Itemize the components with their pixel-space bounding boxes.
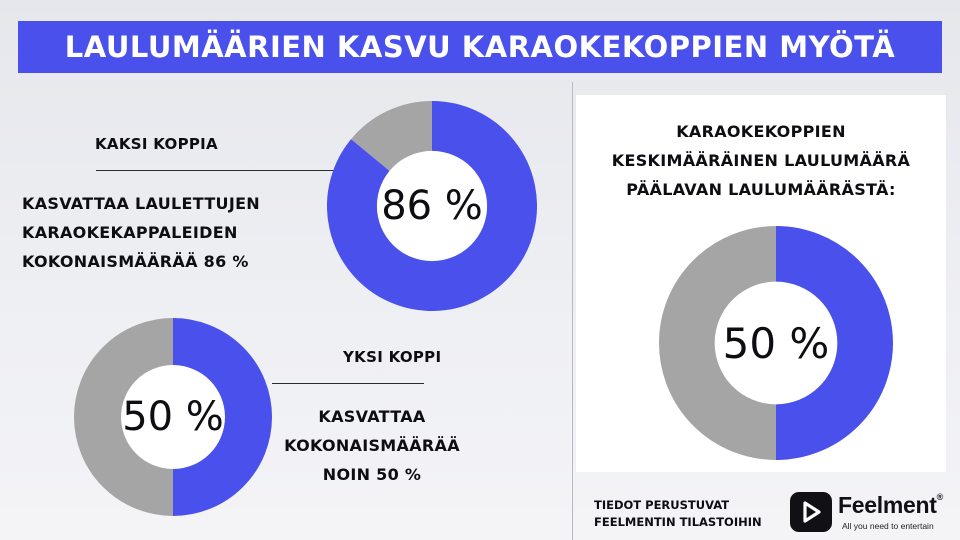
one-booth-description: KASVATTAA KOKONAISMÄÄRÄÄ NOIN 50 % — [282, 402, 462, 489]
brand-name-text: Feelment — [838, 492, 937, 518]
average-panel-title-line: KARAOKEKOPPIEN — [676, 122, 846, 141]
donut-hole — [121, 365, 225, 469]
donut-svg — [659, 226, 893, 460]
donut-slice-value — [327, 101, 537, 311]
play-icon — [790, 492, 832, 532]
source-note-line: TIEDOT PERUSTUVAT — [594, 498, 730, 512]
two-booths-heading: KAKSI KOPPIA — [95, 135, 218, 153]
page-title: LAULUMÄÄRIEN KASVU KARAOKEKOPPIEN MYÖTÄ — [64, 30, 896, 64]
donut-slice-value — [775, 226, 893, 460]
donut-hole — [714, 281, 838, 405]
one-booth-description-line: KOKONAISMÄÄRÄÄ — [284, 436, 460, 455]
donut-slice-value — [172, 318, 272, 516]
donut-slice-remainder — [659, 226, 777, 460]
donut-slice-remainder — [74, 318, 174, 516]
donut-slice-remainder — [351, 101, 434, 172]
title-bar: LAULUMÄÄRIEN KASVU KARAOKEKOPPIEN MYÖTÄ — [18, 21, 942, 73]
two-booths-description-line: KASVATTAA LAULETTUJEN — [22, 194, 260, 213]
source-note-line: FEELMENTIN TILASTOIHIN — [594, 515, 762, 529]
source-note: TIEDOT PERUSTUVAT FEELMENTIN TILASTOIHIN — [594, 497, 762, 531]
donut-chart-one-booth: 50 % — [74, 318, 272, 516]
average-panel-title-line: PÄÄLAVAN LAULUMÄÄRÄSTÄ: — [626, 180, 896, 199]
donut-svg — [327, 101, 537, 311]
donut-chart-average: 50 % — [659, 226, 893, 460]
one-booth-description-line: KASVATTAA — [318, 407, 426, 426]
two-booths-description-line: KARAOKEKAPPALEIDEN — [22, 223, 238, 242]
one-booth-heading: YKSI KOPPI — [343, 348, 442, 366]
donut-chart-two-booths: 86 % — [327, 101, 537, 311]
donut-hole — [376, 150, 488, 262]
donut-value-label: 50 % — [122, 394, 224, 440]
one-booth-description-line: NOIN 50 % — [322, 465, 422, 484]
brand-logo: Feelment® All you need to entertain — [790, 490, 950, 536]
brand-name: Feelment® — [838, 492, 943, 519]
donut-svg — [74, 318, 272, 516]
two-booths-description: KASVATTAA LAULETTUJEN KARAOKEKAPPALEIDEN… — [22, 189, 260, 276]
average-panel-title-line: KESKIMÄÄRÄINEN LAULUMÄÄRÄ — [611, 151, 911, 170]
brand-tagline: All you need to entertain — [842, 521, 934, 531]
trademark-mark: ® — [936, 492, 944, 502]
average-panel-title: KARAOKEKOPPIEN KESKIMÄÄRÄINEN LAULUMÄÄRÄ… — [576, 117, 946, 204]
donut-value-label: 50 % — [722, 318, 830, 368]
one-booth-connector — [272, 383, 424, 384]
two-booths-connector — [96, 170, 356, 171]
section-divider — [572, 82, 573, 540]
two-booths-description-line: KOKONAISMÄÄRÄÄ 86 % — [22, 252, 249, 271]
donut-value-label: 86 % — [381, 183, 483, 229]
